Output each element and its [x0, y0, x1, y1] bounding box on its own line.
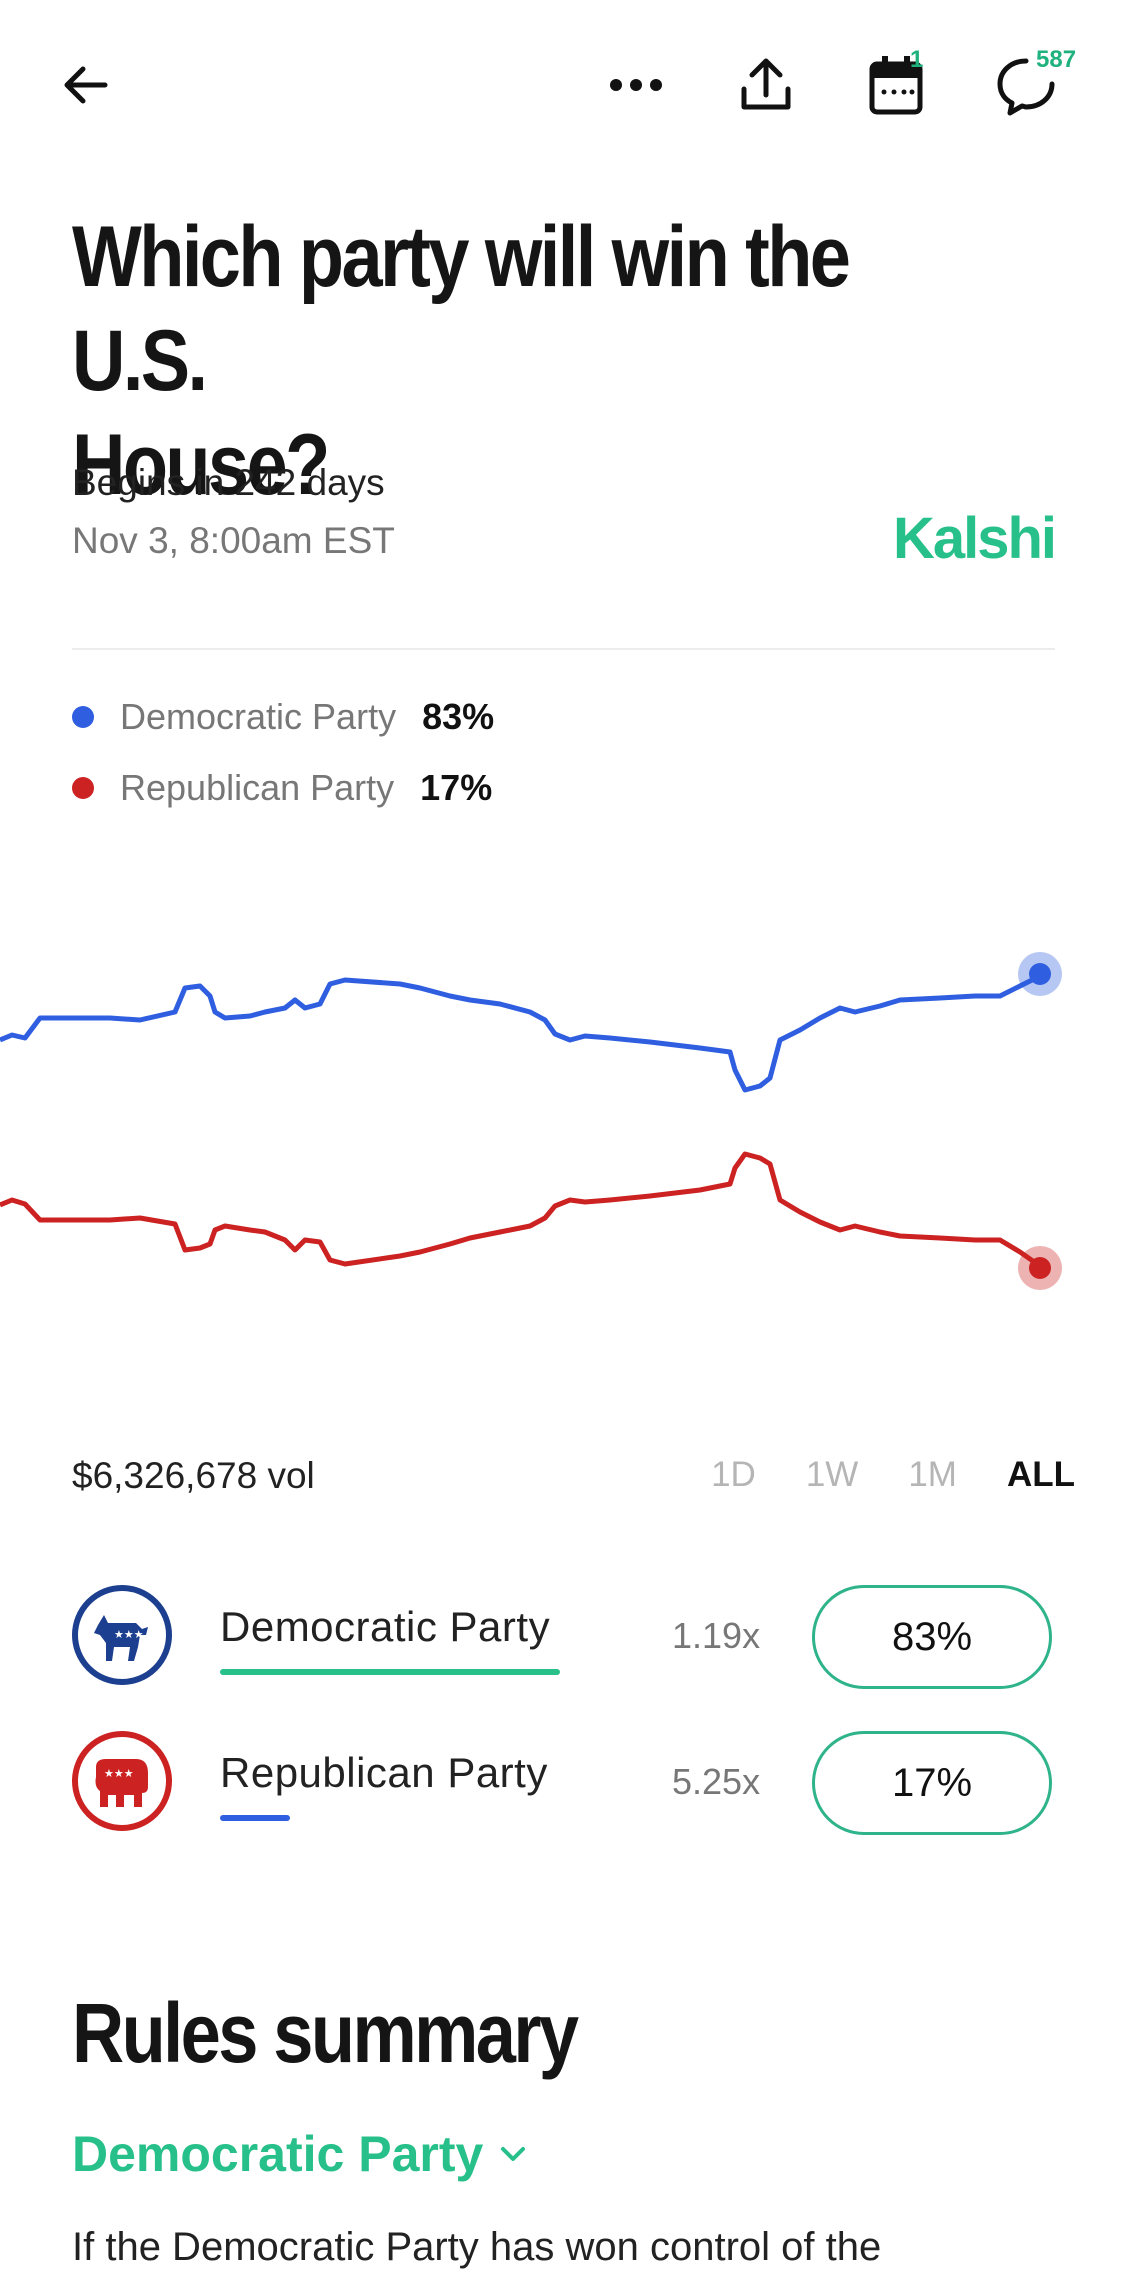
- share-upload-icon: [741, 58, 791, 110]
- svg-text:★★★: ★★★: [114, 1628, 144, 1641]
- more-button[interactable]: [600, 40, 672, 130]
- payout-multiplier: 1.19x: [672, 1615, 761, 1656]
- legend-name: Republican Party: [120, 767, 395, 808]
- svg-text:★★★: ★★★: [104, 1767, 134, 1780]
- divider: [72, 648, 1055, 650]
- more-dots-icon: [610, 79, 662, 91]
- range-1m[interactable]: 1M: [908, 1455, 957, 1494]
- outcome-row-republican[interactable]: ★★★ Republican Party 5.25x 17%: [72, 1731, 1057, 1851]
- calendar-badge: 1: [910, 46, 924, 73]
- outcome-indicator-bar: [220, 1815, 290, 1821]
- outcome-name: Democratic Party: [220, 1603, 551, 1650]
- legend-dot-democratic: [72, 706, 94, 728]
- volume-text: $6,326,678 vol: [72, 1455, 315, 1496]
- legend-dot-republican: [72, 777, 94, 799]
- title-line-1: Which party will win the U.S.: [72, 209, 851, 409]
- legend-pct: 17%: [420, 767, 493, 808]
- rules-outcome-selector[interactable]: Democratic Party: [72, 2125, 527, 2183]
- range-selector: 1D 1W 1M ALL: [711, 1455, 1075, 1495]
- rules-text: If the Democratic Party has won control …: [72, 2225, 882, 2269]
- rules-selector-label: Democratic Party: [72, 2126, 484, 2182]
- outcome-indicator-bar: [220, 1669, 560, 1675]
- arrow-left-icon: [64, 66, 108, 104]
- title-line-2: House?: [72, 417, 330, 513]
- democratic-end-dot: [1029, 963, 1051, 985]
- share-button[interactable]: [730, 40, 802, 130]
- comments-button[interactable]: [990, 40, 1062, 130]
- page-title: Which party will win the U.S. House?: [72, 205, 932, 517]
- elephant-icon: ★★★: [95, 1759, 148, 1807]
- range-1d[interactable]: 1D: [711, 1455, 756, 1494]
- democratic-series-line: [0, 973, 1042, 1093]
- outcome-name: Republican Party: [220, 1749, 548, 1796]
- range-all[interactable]: ALL: [1006, 1455, 1075, 1494]
- democratic-donkey-logo: ★★★: [72, 1585, 172, 1685]
- chevron-down-icon: [501, 2147, 526, 2161]
- republican-end-dot: [1029, 1257, 1051, 1279]
- begins-text: Begins in 242 days: [72, 462, 385, 503]
- comment-bubble-icon: [997, 58, 1055, 116]
- range-1w[interactable]: 1W: [805, 1455, 859, 1494]
- legend-item-democratic: Democratic Party 83%: [72, 692, 494, 742]
- kalshi-logo: Kalshi: [892, 506, 1057, 571]
- legend-pct: 83%: [422, 696, 495, 737]
- republican-elephant-logo: ★★★: [72, 1731, 172, 1831]
- buy-republican-button[interactable]: 17%: [812, 1731, 1052, 1835]
- event-date: Nov 3, 8:00am EST: [72, 520, 395, 561]
- legend-name: Democratic Party: [120, 696, 397, 737]
- republican-series-line: [0, 1151, 1042, 1269]
- outcome-row-democratic[interactable]: ★★★ Democratic Party 1.19x 83%: [72, 1585, 1057, 1705]
- probability-chart[interactable]: [0, 900, 1125, 1350]
- buy-democratic-button[interactable]: 83%: [812, 1585, 1052, 1689]
- back-button[interactable]: [50, 40, 120, 130]
- rules-summary-title: Rules summary: [72, 1986, 579, 2080]
- calendar-button[interactable]: [860, 40, 932, 130]
- comments-count-badge: 587: [1036, 46, 1077, 73]
- payout-multiplier: 5.25x: [672, 1761, 761, 1802]
- calendar-icon: [869, 56, 923, 115]
- donkey-icon: ★★★: [94, 1615, 148, 1661]
- legend-item-republican: Republican Party 17%: [72, 763, 492, 813]
